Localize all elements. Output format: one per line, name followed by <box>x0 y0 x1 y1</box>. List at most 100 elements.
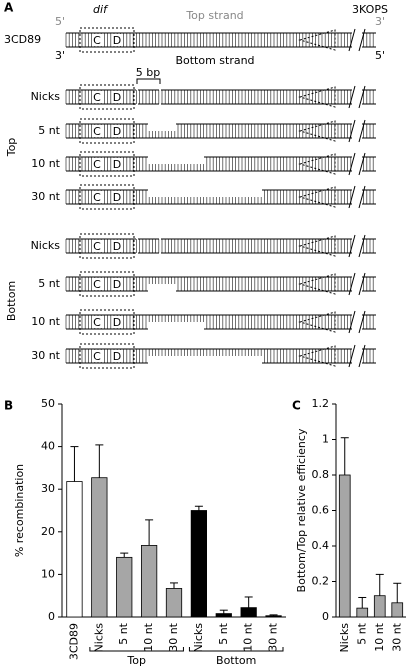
dif-box <box>79 118 135 144</box>
x-tick-label: 10 nt <box>242 622 255 651</box>
y-tick-label: 0.2 <box>312 575 330 588</box>
row-label: 10 nt <box>31 157 60 170</box>
group-bracket <box>188 647 284 652</box>
dif-box <box>79 343 135 369</box>
y-tick-label: 0.4 <box>312 539 330 552</box>
row-label: Nicks <box>31 90 61 103</box>
row-label: 30 nt <box>31 349 60 362</box>
end-label: 5' <box>375 49 385 62</box>
dif-label: dif <box>93 3 109 16</box>
bar <box>91 477 108 618</box>
site-label: C <box>93 91 101 104</box>
dif-box <box>79 84 135 110</box>
break <box>358 185 366 209</box>
break <box>348 85 356 109</box>
break <box>358 152 366 176</box>
y-axis-label: Bottom/Top relative efficiency <box>295 428 308 592</box>
row-label: 10 nt <box>31 315 60 328</box>
break <box>348 185 356 209</box>
end-label: 5' <box>55 15 65 28</box>
break <box>358 119 366 143</box>
break <box>348 234 356 258</box>
break <box>358 310 366 334</box>
y-tick-label: 1.2 <box>312 397 330 410</box>
scale-label: 5 bp <box>136 66 160 79</box>
bar <box>165 588 183 618</box>
bar <box>338 474 351 618</box>
break <box>348 28 356 52</box>
break <box>358 85 366 109</box>
row-label: 5 nt <box>38 124 60 137</box>
x-tick-label: 30 nt <box>267 622 280 651</box>
site-bg <box>92 91 102 103</box>
kops-label: 3KOPS <box>352 3 388 16</box>
site-label: C <box>93 34 101 47</box>
row-label: 5 nt <box>38 277 60 290</box>
bar <box>215 613 232 618</box>
x-tick-label: 30 nt <box>390 622 403 651</box>
y-tick-label: 0.6 <box>312 504 330 517</box>
bar <box>140 545 158 618</box>
site-bg <box>92 316 102 328</box>
break <box>348 119 356 143</box>
x-tick-label: 3CD89 <box>67 623 80 660</box>
site-bg <box>92 34 102 46</box>
site-label: C <box>93 350 101 363</box>
break <box>358 234 366 258</box>
y-tick-label: 10 <box>41 567 55 580</box>
x-tick-label: Nicks <box>338 623 351 653</box>
site-bg <box>92 350 102 362</box>
site-bg <box>92 191 102 203</box>
dif-box <box>79 271 135 297</box>
row-label: 30 nt <box>31 190 60 203</box>
break <box>348 310 356 334</box>
site-label: C <box>93 240 101 253</box>
break <box>358 28 366 52</box>
dif-box <box>79 233 135 259</box>
site-bg <box>112 240 122 252</box>
row-label: Nicks <box>31 239 61 252</box>
bar <box>190 510 208 618</box>
site-bg <box>92 240 102 252</box>
break <box>358 272 366 296</box>
site-label: C <box>93 158 101 171</box>
site-label: D <box>113 91 121 104</box>
x-tick-label: 5 nt <box>117 622 130 644</box>
x-tick-label: 10 nt <box>373 622 386 651</box>
site-label: D <box>113 34 121 47</box>
bar <box>356 607 369 618</box>
site-bg <box>112 91 122 103</box>
y-tick-label: 50 <box>41 397 55 410</box>
dif-box <box>79 184 135 210</box>
site-label: D <box>113 125 121 138</box>
site-label: D <box>113 191 121 204</box>
site-label: D <box>113 350 121 363</box>
bar <box>116 556 133 618</box>
construct-label: 3CD89 <box>4 33 41 46</box>
site-label: D <box>113 316 121 329</box>
y-tick-label: 0.8 <box>312 468 330 481</box>
bar <box>240 607 257 618</box>
x-tick-label: Nicks <box>92 623 105 653</box>
group-label: Top <box>126 654 146 667</box>
x-tick-label: 5 nt <box>355 622 368 644</box>
top-strand-label: Top strand <box>185 9 243 22</box>
dif-box <box>79 309 135 335</box>
y-tick-label: 30 <box>41 482 55 495</box>
site-label: C <box>93 316 101 329</box>
bar <box>265 615 282 618</box>
x-tick-label: 5 nt <box>217 622 230 644</box>
bar <box>373 595 386 618</box>
y-tick-label: 40 <box>41 440 55 453</box>
y-tick-label: 1 <box>322 433 329 446</box>
dif-box <box>79 151 135 177</box>
site-label: C <box>93 278 101 291</box>
bar <box>391 602 404 618</box>
site-bg <box>112 125 122 137</box>
end-label: 3' <box>375 15 385 28</box>
dif-box <box>79 27 135 53</box>
site-bg <box>92 158 102 170</box>
break <box>348 272 356 296</box>
site-bg <box>112 350 122 362</box>
site-label: C <box>93 191 101 204</box>
